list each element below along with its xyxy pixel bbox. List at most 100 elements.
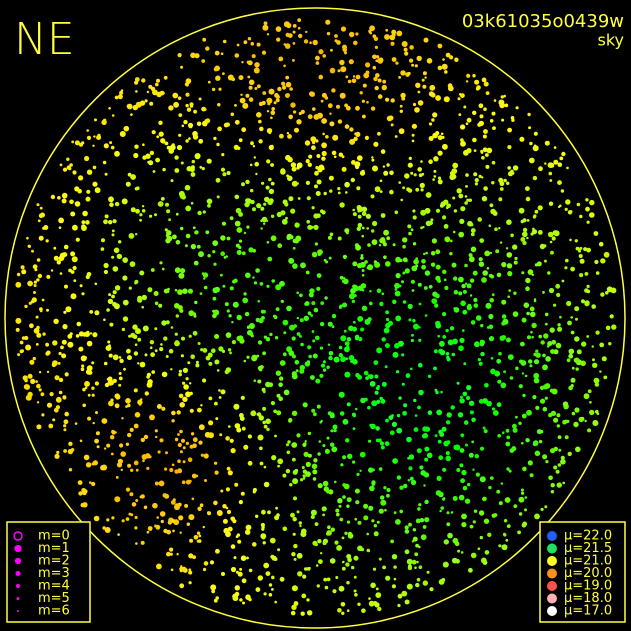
star	[557, 162, 563, 167]
star	[403, 47, 408, 52]
star	[53, 407, 59, 413]
star	[178, 393, 184, 399]
star	[414, 552, 419, 557]
star	[406, 558, 413, 565]
star	[520, 341, 525, 347]
star	[347, 557, 352, 563]
star	[357, 375, 362, 380]
star	[389, 170, 394, 176]
star	[413, 173, 417, 177]
star	[571, 366, 575, 370]
star	[186, 107, 192, 112]
star	[580, 416, 585, 421]
star	[67, 341, 74, 348]
star	[498, 351, 502, 356]
star	[322, 54, 327, 58]
star	[117, 533, 120, 536]
star	[315, 61, 320, 65]
star	[437, 43, 443, 49]
star	[294, 222, 300, 228]
star	[344, 181, 350, 188]
star	[589, 401, 592, 404]
star	[61, 353, 67, 359]
star	[263, 481, 270, 488]
star	[466, 117, 472, 123]
star	[118, 356, 122, 359]
star	[346, 520, 351, 524]
star	[257, 434, 264, 441]
star	[103, 143, 109, 149]
star	[127, 355, 132, 361]
star	[483, 81, 489, 87]
star	[570, 266, 575, 272]
star	[92, 421, 95, 425]
star	[94, 187, 101, 194]
star	[441, 135, 445, 139]
star	[280, 210, 286, 216]
star	[442, 215, 447, 220]
star	[261, 50, 267, 55]
star	[540, 340, 545, 345]
star	[258, 119, 262, 124]
star	[394, 282, 400, 289]
star	[273, 409, 277, 414]
star	[257, 340, 263, 345]
star	[243, 40, 248, 45]
star	[316, 213, 321, 218]
star	[547, 271, 551, 275]
star	[193, 314, 197, 318]
star	[354, 335, 360, 341]
star	[317, 167, 323, 173]
star	[336, 512, 340, 517]
star	[339, 517, 344, 522]
star	[411, 289, 415, 292]
star	[578, 249, 581, 253]
star	[378, 557, 382, 561]
star	[91, 386, 95, 390]
star	[113, 303, 120, 310]
star	[507, 145, 512, 150]
star	[292, 59, 295, 62]
star	[292, 469, 298, 475]
star	[525, 438, 530, 443]
star	[521, 413, 527, 419]
star	[460, 395, 463, 399]
star	[464, 282, 468, 285]
star	[269, 332, 273, 337]
star	[266, 97, 273, 104]
star	[422, 71, 427, 76]
star	[328, 355, 333, 361]
star	[245, 179, 250, 185]
star	[160, 519, 164, 524]
star	[489, 297, 495, 303]
star	[379, 396, 384, 401]
star	[462, 289, 467, 294]
star	[547, 341, 553, 347]
star	[214, 461, 218, 465]
star	[461, 513, 467, 520]
star	[409, 476, 414, 481]
star	[319, 321, 325, 327]
star	[255, 587, 261, 592]
star	[257, 575, 263, 581]
star	[559, 204, 562, 208]
star	[304, 567, 308, 571]
star	[361, 226, 365, 230]
star	[96, 135, 102, 140]
star	[330, 442, 335, 447]
star	[58, 351, 62, 356]
star	[305, 30, 308, 34]
star	[253, 379, 257, 383]
star	[475, 472, 480, 477]
star	[324, 585, 329, 590]
star	[311, 330, 315, 333]
star	[337, 119, 343, 124]
star	[503, 370, 506, 374]
star	[352, 460, 356, 464]
star	[190, 432, 195, 436]
star	[457, 412, 464, 418]
star	[30, 378, 36, 384]
star	[416, 448, 422, 454]
star	[197, 342, 201, 345]
star	[449, 326, 455, 331]
